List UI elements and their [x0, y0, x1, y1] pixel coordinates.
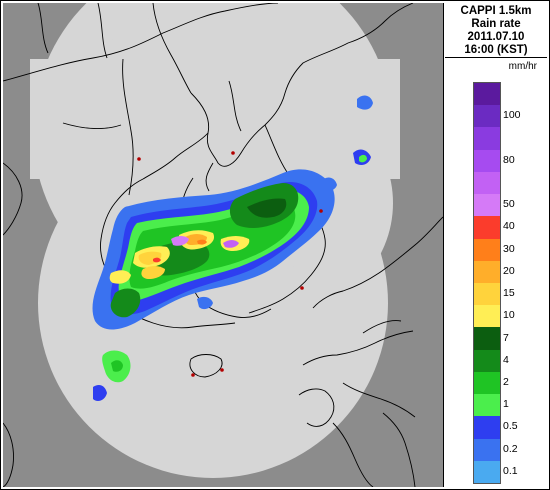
scale-swatch	[474, 371, 500, 395]
radar-map-canvas	[3, 3, 443, 487]
scale-swatch	[474, 327, 500, 351]
scale-swatch	[474, 438, 500, 462]
scale-label: 10	[503, 309, 515, 322]
scale-label: 0.5	[503, 420, 518, 433]
scale-swatch	[474, 216, 500, 240]
scale-label: 2	[503, 376, 509, 388]
legend-unit: mm/hr	[508, 61, 537, 72]
scale-label: 100	[503, 109, 521, 122]
scale-label: 30	[503, 242, 515, 255]
product-time: 16:00 (KST)	[464, 44, 528, 56]
scale-swatch	[474, 394, 500, 417]
scale-swatch	[474, 349, 500, 373]
product-name: CAPPI 1.5km	[460, 5, 532, 17]
scale-label: 1	[503, 398, 509, 411]
radar-map	[3, 3, 444, 487]
scale-label: 80	[503, 153, 515, 166]
radar-sites	[137, 151, 323, 377]
scale-label: 0.1	[503, 464, 518, 477]
scale-swatch	[474, 283, 500, 306]
product-header: CAPPI 1.5km Rain rate 2011.07.10 16:00 (…	[445, 3, 547, 58]
legend-panel: CAPPI 1.5km Rain rate 2011.07.10 16:00 (…	[445, 3, 547, 487]
scale-label: 4	[503, 353, 509, 366]
scale-swatch	[474, 460, 500, 484]
scale-swatch	[474, 149, 500, 173]
rain-echoes	[92, 95, 373, 401]
scale-swatch	[474, 83, 500, 106]
scale-swatch	[474, 260, 500, 284]
scale-swatch	[474, 416, 500, 440]
scale-label: 20	[503, 264, 515, 277]
scale-swatch	[474, 238, 500, 262]
scale-swatch	[474, 127, 500, 151]
scale-label: 50	[503, 198, 515, 211]
product-date: 2011.07.10	[467, 31, 525, 43]
color-scale	[473, 82, 501, 484]
scale-label: 40	[503, 220, 515, 233]
scale-label: 0.2	[503, 442, 518, 455]
product-variable: Rain rate	[471, 18, 521, 30]
scale-label: 7	[503, 331, 509, 344]
scale-swatch	[474, 305, 500, 328]
scale-swatch	[474, 194, 500, 217]
scale-label: 15	[503, 287, 515, 300]
scale-swatch	[474, 105, 500, 128]
scale-swatch	[474, 171, 500, 195]
